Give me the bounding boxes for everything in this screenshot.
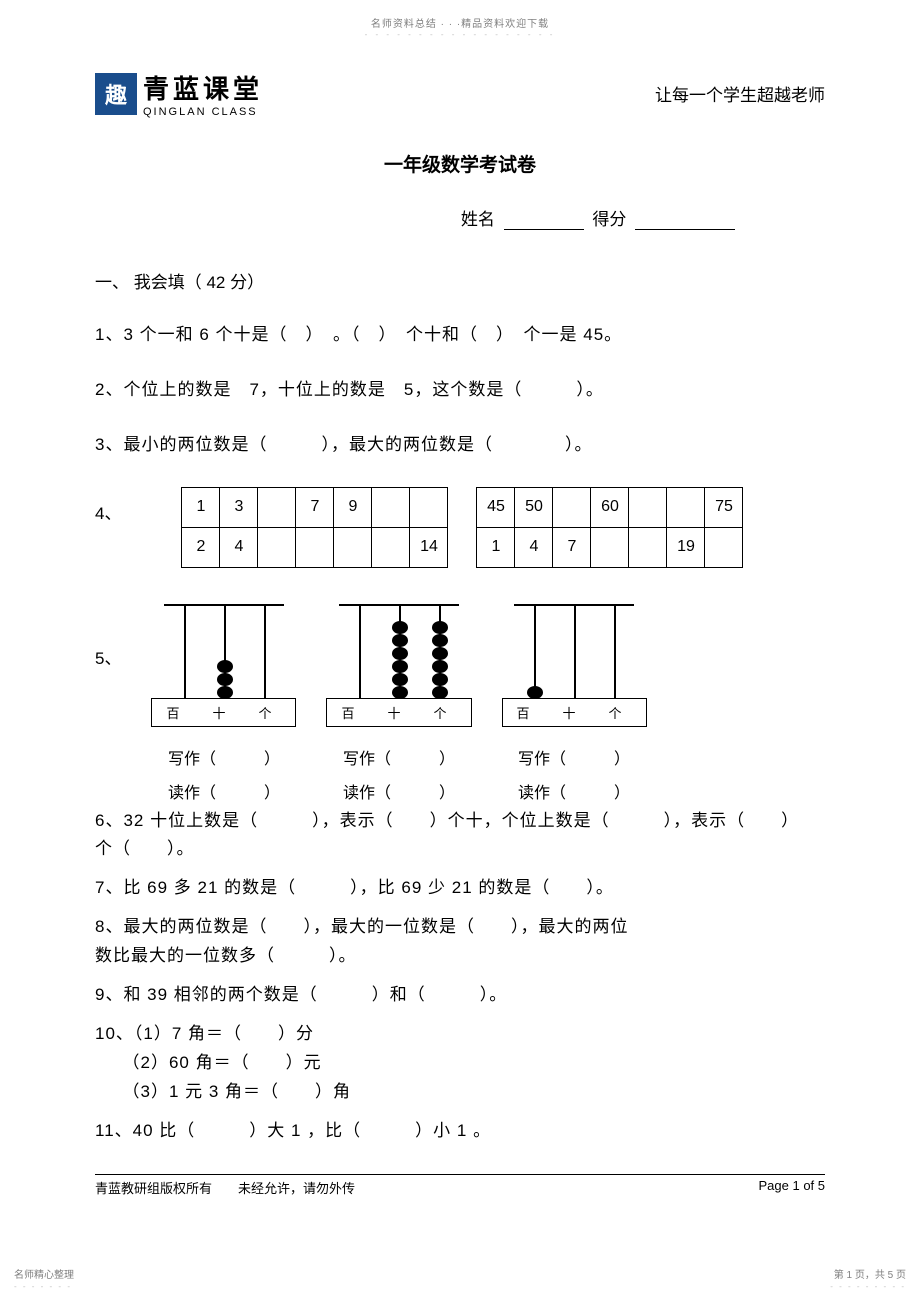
question-11: 11、40 比（ ）大 1 ，比（ ）小 1 。 <box>95 1117 825 1146</box>
bottom-right-dots: - - - - - - - - - <box>830 1282 906 1291</box>
footer-right: Page 1 of 5 <box>759 1178 826 1197</box>
table-cell: 1 <box>477 527 515 567</box>
abacus-write: 写作（ ） <box>343 745 455 769</box>
table-cell: 60 <box>591 487 629 527</box>
abacus-frame <box>504 604 644 699</box>
bottom-left-dots: - - - - - - - <box>14 1282 72 1291</box>
table-cell: 50 <box>515 487 553 527</box>
question-7: 7、比 69 多 21 的数是（ ），比 69 少 21 的数是（ ）。 <box>95 874 825 903</box>
question-8: 8、最大的两位数是（ ），最大的一位数是（ ），最大的两位 <box>95 913 825 942</box>
abacus-read: 读作（ ） <box>518 779 630 803</box>
score-blank <box>635 229 735 230</box>
table-cell <box>296 527 334 567</box>
abacus-read: 读作（ ） <box>168 779 280 803</box>
table-cell: 9 <box>334 487 372 527</box>
question-6: 6、32 十位上数是（ ），表示（ ）个十，个位上数是（ ），表示（ ） <box>95 807 825 836</box>
abacus-label: 百 十 个 <box>326 698 471 727</box>
abacus-read: 读作（ ） <box>343 779 455 803</box>
table-cell: 1 <box>182 487 220 527</box>
top-header-dots: - - - - - - - - - - - - - - - - - - <box>0 30 920 39</box>
q4-label: 4、 <box>95 487 121 524</box>
logo-cn: 青蓝课堂 <box>143 69 263 106</box>
footer-row: 青蓝教研组版权所有 未经允许，请勿外传 Page 1 of 5 <box>95 1178 825 1197</box>
question-8b: 数比最大的一位数多（ ）。 <box>95 942 825 971</box>
table-cell: 75 <box>705 487 743 527</box>
logo-en: QINGLAN CLASS <box>143 106 263 118</box>
abacus-item: 百 十 个写作（ ） 读作（ ） <box>326 604 471 803</box>
table-cell: 7 <box>296 487 334 527</box>
footer-line <box>95 1174 825 1175</box>
q4-table2: 45 50 60 75 1 4 7 19 <box>476 487 743 568</box>
abacus-item: 百 十 个写作（ ） 读作（ ） <box>151 604 296 803</box>
abacus-label: 百 十 个 <box>151 698 296 727</box>
table-cell <box>705 527 743 567</box>
abacus-write: 写作（ ） <box>168 745 280 769</box>
table-cell: 14 <box>410 527 448 567</box>
question-9: 9、和 39 相邻的两个数是（ ）和（ ）。 <box>95 981 825 1010</box>
header-row: 趣 青蓝课堂 QINGLAN CLASS 让每一个学生超越老师 <box>95 69 825 118</box>
abacus-frame <box>329 604 469 699</box>
name-score-row: 姓名 得分 <box>95 205 825 230</box>
abacus-item: 百 十 个写作（ ） 读作（ ） <box>502 604 647 803</box>
top-header-text: 名师资料总结 · · ·精品资料欢迎下载 <box>0 0 920 30</box>
table-cell <box>258 527 296 567</box>
abacus-frame <box>154 604 294 699</box>
question-4: 4、 1 3 7 9 2 4 14 <box>95 487 825 568</box>
table-cell <box>591 527 629 567</box>
bottom-right-text: 第 1 页，共 5 页 <box>834 1266 906 1281</box>
question-1: 1、3 个一和 6 个十是（ ） 。（ ） 个十和（ ） 个一是 45。 <box>95 321 825 348</box>
table-cell: 3 <box>220 487 258 527</box>
section1-title: 一、 我会填（ 42 分） <box>95 268 825 293</box>
table-cell: 19 <box>667 527 705 567</box>
logo-icon: 趣 <box>95 73 137 115</box>
q5-label: 5、 <box>95 604 121 669</box>
table-cell <box>372 527 410 567</box>
table-cell <box>372 487 410 527</box>
logo-text: 青蓝课堂 QINGLAN CLASS <box>143 69 263 118</box>
table-cell <box>667 487 705 527</box>
abacus-group: 百 十 个写作（ ）读作（ ）百 十 个写作（ ）读作（ ）百 十 个写作（ ）… <box>151 604 646 803</box>
logo-block: 趣 青蓝课堂 QINGLAN CLASS <box>95 69 263 118</box>
question-6b: 个（ ）。 <box>95 835 825 864</box>
table-cell: 7 <box>553 527 591 567</box>
q4-table1: 1 3 7 9 2 4 14 <box>181 487 448 568</box>
abacus-label: 百 十 个 <box>502 698 647 727</box>
table-cell: 4 <box>220 527 258 567</box>
table-cell: 4 <box>515 527 553 567</box>
question-10: 10、（1）7 角＝（ ）分 <box>95 1020 825 1049</box>
table-cell: 2 <box>182 527 220 567</box>
table-cell <box>553 487 591 527</box>
footer-left: 青蓝教研组版权所有 未经允许，请勿外传 <box>95 1178 355 1197</box>
question-2: 2、个位上的数是 7，十位上的数是 5，这个数是（ ）。 <box>95 376 825 403</box>
table-cell <box>410 487 448 527</box>
question-5: 5、 百 十 个写作（ ）读作（ ）百 十 个写作（ ）读作（ ）百 十 个写作… <box>95 604 825 803</box>
bottom-left-text: 名师精心整理 <box>14 1266 74 1281</box>
table-cell <box>258 487 296 527</box>
table-cell <box>629 527 667 567</box>
question-3: 3、最小的两位数是（ ），最大的两位数是（ ）。 <box>95 431 825 458</box>
table-cell <box>334 527 372 567</box>
name-label: 姓名 <box>461 210 495 229</box>
abacus-write: 写作（ ） <box>518 745 630 769</box>
slogan: 让每一个学生超越老师 <box>655 81 825 106</box>
table-cell <box>629 487 667 527</box>
score-label: 得分 <box>592 210 626 229</box>
exam-title: 一年级数学考试卷 <box>95 150 825 177</box>
question-10c: （3）1 元 3 角＝（ ）角 <box>95 1078 825 1107</box>
question-10b: （2）60 角＝（ ）元 <box>95 1049 825 1078</box>
name-blank <box>504 229 584 230</box>
table-cell: 45 <box>477 487 515 527</box>
